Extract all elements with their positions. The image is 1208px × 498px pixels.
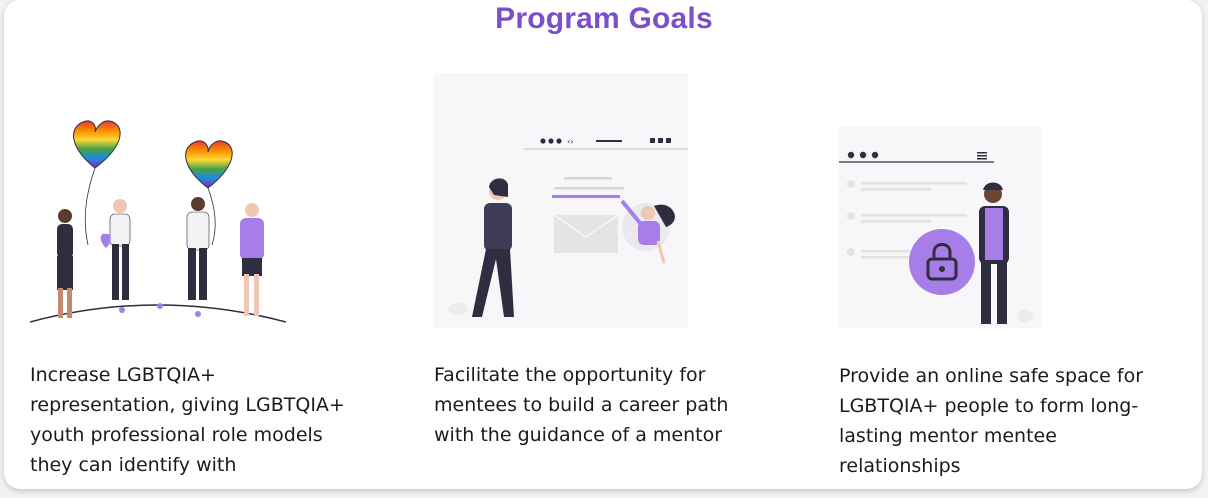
rainbow-heart-balloons-people-icon [30, 70, 286, 328]
goal-text-safe-space: Provide an online safe space for LGBTQIA… [839, 365, 1144, 477]
section-title: Program Goals [495, 2, 713, 35]
goal-text-career-path: Facilitate the opportunity for mentees t… [434, 364, 729, 446]
svg-text:‹›: ‹› [567, 137, 573, 146]
goal-text-representation: Increase LGBTQIA+ representation, giving… [30, 364, 345, 476]
mentor-guidance-web-page-icon: ‹› [434, 73, 688, 328]
safe-space-lock-browser-icon [839, 126, 1042, 328]
